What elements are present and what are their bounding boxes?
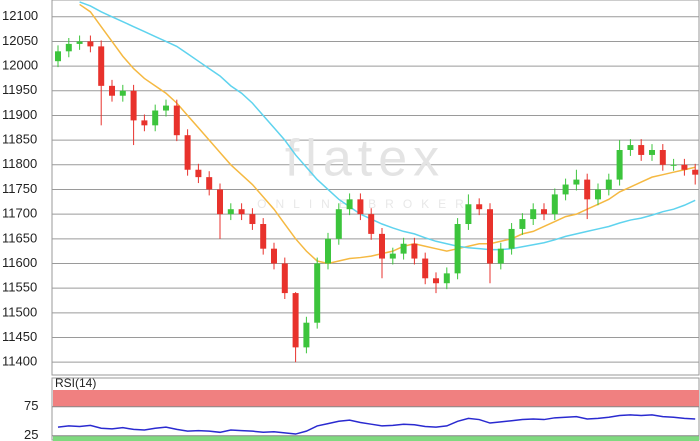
candle-body (627, 145, 634, 150)
candle-body (173, 105, 180, 136)
candle-body (195, 169, 202, 178)
candle-body (281, 263, 288, 294)
candle-body (670, 164, 677, 166)
y-tick-label: 12100 (2, 8, 38, 23)
candle-body (476, 204, 483, 210)
candle-body (98, 46, 105, 86)
candle-body (346, 199, 353, 210)
candle-body (541, 209, 547, 215)
candle-body (379, 233, 385, 259)
line-series (79, 1, 696, 251)
candle-body (605, 179, 612, 190)
candle-body (584, 179, 591, 200)
candle-body (649, 150, 655, 155)
y-tick-label: 11850 (2, 132, 37, 147)
line-series (79, 3, 696, 265)
candle-body (152, 110, 159, 126)
y-tick-label: 11750 (2, 181, 37, 196)
y-tick-label: 12050 (2, 33, 38, 48)
y-tick-label: 11600 (2, 255, 37, 270)
candle-body (433, 278, 439, 284)
candle-body (76, 41, 83, 44)
candle-body (508, 228, 515, 249)
candle-body (335, 209, 342, 239)
watermark-logo: flatex (285, 130, 445, 188)
candle-body (130, 90, 137, 121)
candle-body (184, 135, 191, 170)
candle-body (497, 248, 504, 264)
candle-body (217, 189, 223, 215)
candle-body (227, 209, 234, 215)
candle-body (638, 145, 645, 155)
candle-body (325, 238, 331, 264)
candle-body (443, 273, 450, 284)
candle-body (487, 209, 493, 264)
rsi-title: RSI(14) (55, 376, 96, 390)
y-tick-label: 75 (24, 398, 38, 413)
candle-body (109, 85, 115, 96)
candle-body (400, 243, 407, 254)
y-tick-label: 11550 (2, 280, 37, 295)
y-tick-label: 11900 (2, 107, 37, 122)
candle-body (55, 51, 61, 62)
candle-body (551, 194, 558, 215)
candle-body (206, 177, 213, 190)
candle-body (454, 224, 461, 274)
overbought-zone (53, 390, 699, 407)
y-tick-label: 11450 (2, 329, 37, 344)
candle-body (87, 41, 94, 47)
candle-body (530, 209, 537, 220)
oversold-zone (53, 435, 699, 441)
candle-body (659, 150, 666, 165)
rsi-frame (51, 377, 700, 441)
candle-body (616, 150, 623, 180)
candle-body (238, 209, 245, 215)
candle-body (368, 214, 375, 234)
candle-body (65, 43, 72, 52)
line-series (57, 414, 696, 435)
candle-body (692, 169, 699, 175)
candle-body (271, 248, 277, 264)
candle-body (303, 322, 310, 348)
y-tick-label: 11650 (2, 230, 37, 245)
y-tick-label: 11800 (2, 156, 37, 171)
y-tick-label: 25 (24, 427, 38, 441)
candle-body (260, 224, 267, 249)
candle-body (389, 253, 396, 259)
y-tick-label: 12000 (2, 58, 38, 73)
y-tick-label: 11700 (2, 206, 37, 221)
candle-body (562, 184, 569, 195)
y-tick-label: 11400 (2, 354, 37, 369)
candle-body (595, 189, 601, 200)
watermark-tagline: ONLINE BROKER (257, 197, 473, 211)
candle-body (573, 179, 580, 185)
candle-body (119, 90, 126, 96)
candle-body (163, 105, 169, 111)
candle-body (681, 164, 688, 170)
candle-body (465, 204, 472, 225)
y-tick-label: 11500 (2, 304, 37, 319)
candle-body (292, 293, 299, 348)
candle-body (141, 120, 148, 126)
candle-body (422, 258, 429, 279)
candle-body (357, 199, 364, 215)
candle-body (249, 214, 256, 225)
candle-body (411, 243, 418, 259)
y-tick-label: 11950 (2, 82, 37, 97)
candle-body (314, 263, 321, 323)
candle-body (519, 219, 526, 229)
